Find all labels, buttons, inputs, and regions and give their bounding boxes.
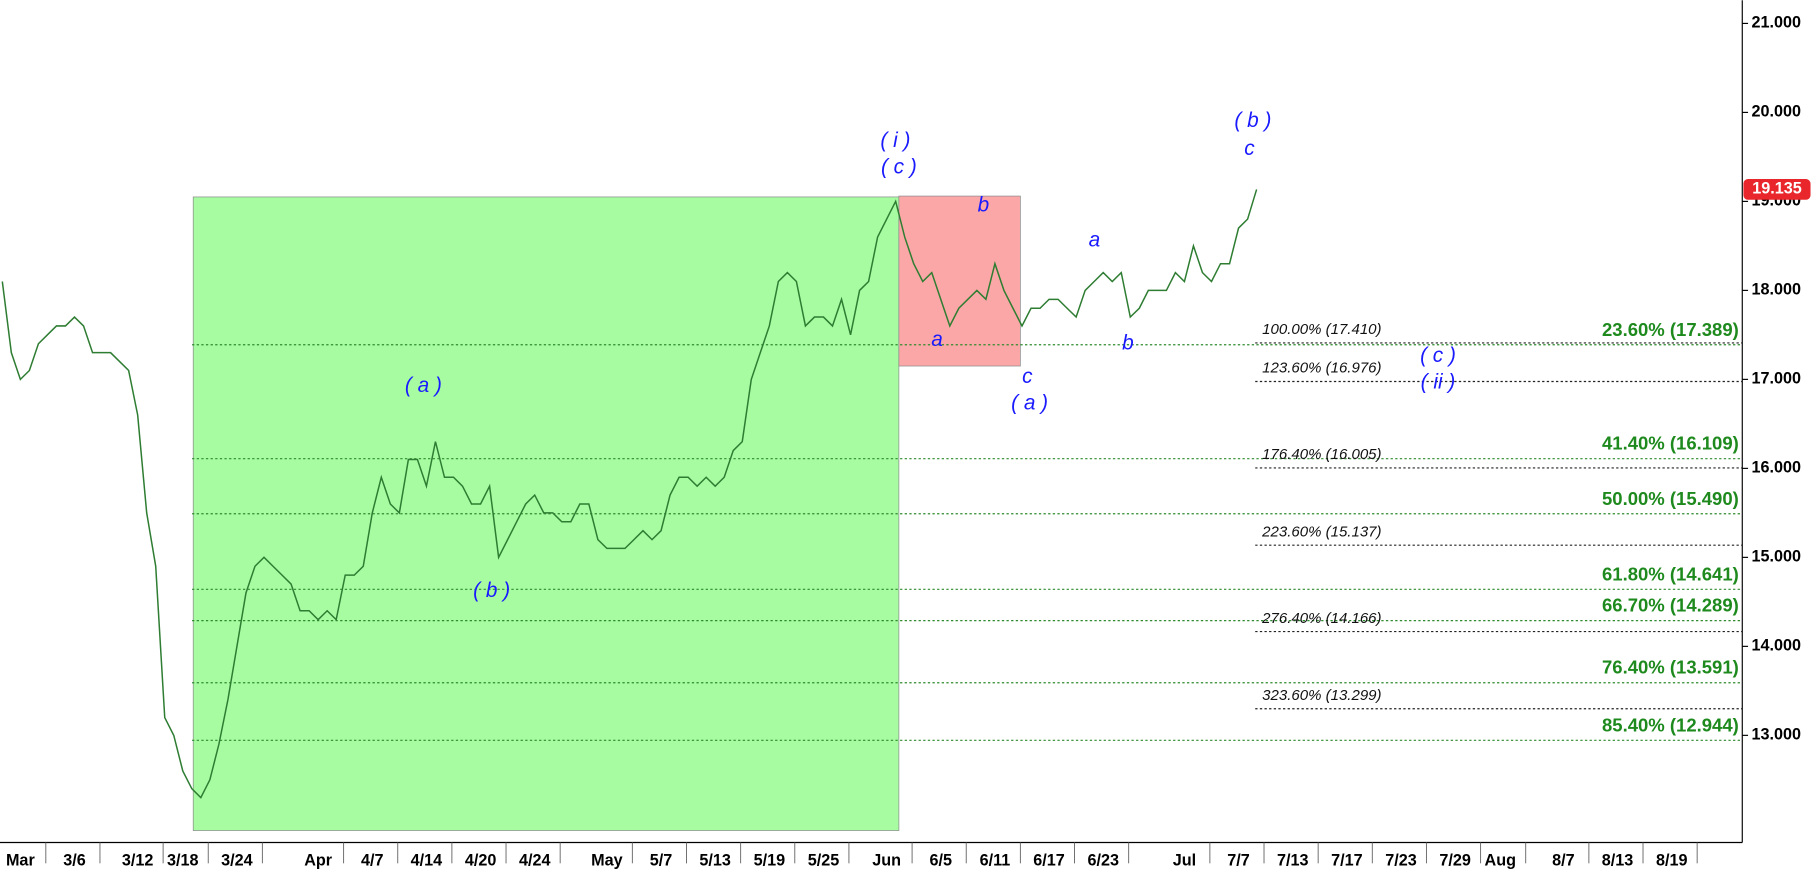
x-tick-label: 7/17 xyxy=(1331,851,1363,869)
y-tick-label: 14.000 xyxy=(1752,637,1802,655)
fib-extension-label: 176.40% (16.005) xyxy=(1262,446,1381,463)
x-tick-label: 3/18 xyxy=(167,851,199,869)
x-tick-label: Mar xyxy=(6,851,35,869)
fib-retracement-label: 85.40% (12.944) xyxy=(1602,714,1739,735)
x-tick-label: 7/13 xyxy=(1277,851,1309,869)
fib-retracement-label: 66.70% (14.289) xyxy=(1602,595,1739,616)
x-tick-label: 6/11 xyxy=(980,851,1011,869)
wave-label: b xyxy=(978,194,990,217)
price-line xyxy=(1,189,1258,799)
wave-label: ( b ) xyxy=(473,579,510,602)
x-tick-label: Aug xyxy=(1485,851,1516,869)
wave-label: ( c ) xyxy=(1420,344,1456,367)
fib-retracement-label: 50.00% (15.490) xyxy=(1602,488,1739,509)
x-tick-label: 5/7 xyxy=(650,851,673,869)
wave-label: a xyxy=(1089,228,1101,251)
x-tick-label: Jun xyxy=(872,851,901,869)
wave-label: ( i ) xyxy=(880,129,910,152)
x-tick-label: 5/13 xyxy=(699,851,731,869)
x-tick-label: Apr xyxy=(304,851,333,869)
x-tick-label: 3/12 xyxy=(122,851,154,869)
fib-retracement-label: 41.40% (16.109) xyxy=(1602,433,1739,454)
x-tick-label: 4/20 xyxy=(465,851,497,869)
x-tick-label: 6/17 xyxy=(1033,851,1065,869)
x-tick-label: 4/14 xyxy=(411,851,443,869)
last-price-label: 19.135 xyxy=(1752,180,1802,198)
x-tick-label: 4/24 xyxy=(519,851,551,869)
x-tick-label: 6/23 xyxy=(1087,851,1119,869)
wave-label: ( a ) xyxy=(405,374,442,397)
x-tick-label: 5/19 xyxy=(754,851,786,869)
fib-retracement-label: 23.60% (17.389) xyxy=(1602,319,1739,340)
y-tick-label: 13.000 xyxy=(1752,726,1802,744)
x-tick-label: May xyxy=(591,851,623,869)
x-tick-label: 5/25 xyxy=(808,851,840,869)
x-tick-label: 4/7 xyxy=(361,851,384,869)
fib-extension-label: 123.60% (16.976) xyxy=(1262,360,1381,377)
x-tick-label: 7/23 xyxy=(1385,851,1417,869)
y-tick-label: 17.000 xyxy=(1752,370,1802,388)
zone xyxy=(898,195,1021,367)
wave-label: c xyxy=(1022,365,1033,388)
y-tick-label: 21.000 xyxy=(1752,14,1802,32)
wave-label: ( ii ) xyxy=(1421,371,1456,394)
fib-extension-label: 276.40% (14.166) xyxy=(1261,610,1381,627)
y-tick-label: 16.000 xyxy=(1752,459,1802,477)
wave-label: ( c ) xyxy=(881,156,917,179)
x-tick-label: 7/7 xyxy=(1227,851,1250,869)
last-price-tag xyxy=(1743,178,1811,200)
x-tick-label: 8/19 xyxy=(1656,851,1688,869)
x-tick-label: 3/6 xyxy=(63,851,86,869)
x-tick-label: Jul xyxy=(1173,851,1196,869)
fib-extension-label: 223.60% (15.137) xyxy=(1261,523,1381,540)
y-tick-label: 18.000 xyxy=(1752,281,1802,299)
wave-label: ( a ) xyxy=(1011,392,1048,415)
x-tick-label: 6/5 xyxy=(930,851,953,869)
y-tick-label: 15.000 xyxy=(1752,548,1802,566)
x-tick-label: 7/29 xyxy=(1439,851,1471,869)
wave-label: a xyxy=(931,328,943,351)
wave-label: b xyxy=(1122,331,1134,354)
fib-retracement-label: 76.40% (13.591) xyxy=(1602,657,1739,678)
fib-retracement-label: 61.80% (14.641) xyxy=(1602,563,1739,584)
fib-extension-label: 100.00% (17.410) xyxy=(1262,321,1381,338)
wave-label: c xyxy=(1244,137,1255,160)
wave-label: ( b ) xyxy=(1234,109,1271,132)
x-tick-label: 8/7 xyxy=(1552,851,1575,869)
x-tick-label: 3/24 xyxy=(221,851,253,869)
y-tick-label: 20.000 xyxy=(1752,103,1802,121)
fib-extension-label: 323.60% (13.299) xyxy=(1262,687,1381,704)
x-tick-label: 8/13 xyxy=(1602,851,1634,869)
